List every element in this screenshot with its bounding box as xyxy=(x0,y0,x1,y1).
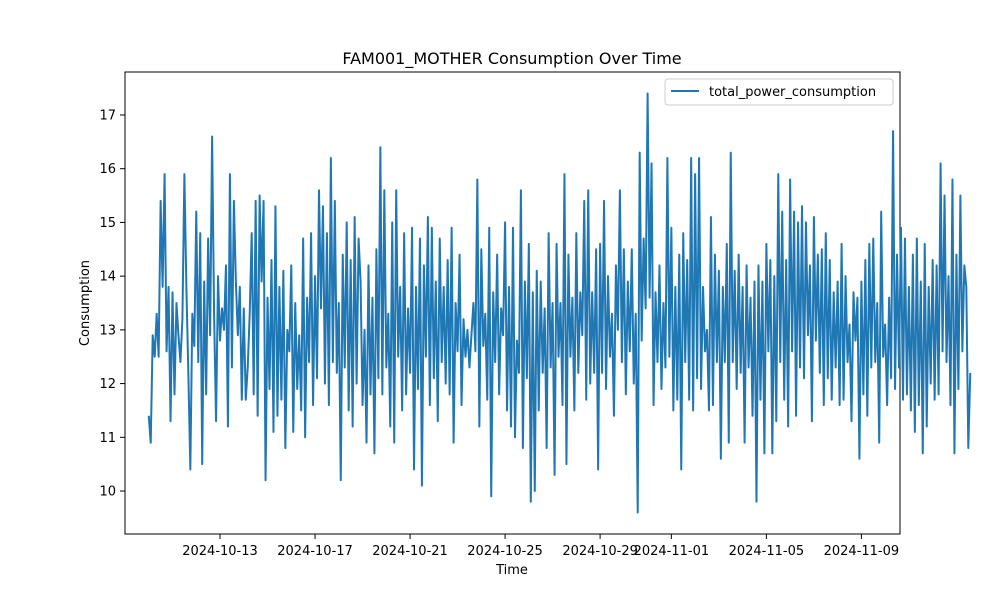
plot-area: 2024-10-13 2024-10-17 2024-10-21 2024-10-25… xyxy=(99,71,972,559)
y-tick-label: 10 xyxy=(99,485,116,500)
series-layer xyxy=(147,92,972,514)
legend: total_power_consumption xyxy=(664,78,894,106)
y-axis-title: Consumption xyxy=(78,260,93,346)
x-axis: 2024-10-13 2024-10-17 2024-10-21 2024-10-25… xyxy=(182,534,899,559)
x-tick-label: 2024-10-29 xyxy=(562,544,638,559)
series-line-total-power-consumption xyxy=(147,92,972,514)
x-tick-label: 2024-11-09 xyxy=(824,544,900,559)
chart-title: FAM001_MOTHER Consumption Over Time xyxy=(342,49,681,69)
y-tick-label: 11 xyxy=(99,431,116,446)
y-tick-label: 13 xyxy=(99,323,116,338)
y-tick-label: 12 xyxy=(99,377,116,392)
x-tick-label: 2024-10-25 xyxy=(467,544,543,559)
y-axis: 10 11 12 13 14 15 16 17 xyxy=(99,108,125,500)
y-tick-label: 14 xyxy=(99,270,116,285)
x-axis-title: Time xyxy=(495,563,528,578)
y-tick-label: 15 xyxy=(99,216,116,231)
x-tick-label: 2024-10-13 xyxy=(182,544,258,559)
legend-box xyxy=(664,78,894,106)
y-tick-label: 17 xyxy=(99,108,116,123)
y-tick-label: 16 xyxy=(99,162,116,177)
x-tick-label: 2024-11-05 xyxy=(729,544,805,559)
x-tick-label: 2024-10-21 xyxy=(372,544,448,559)
legend-series-label: total_power_consumption xyxy=(709,85,876,100)
x-tick-label: 2024-10-17 xyxy=(277,544,353,559)
x-tick-label: 2024-11-01 xyxy=(634,544,710,559)
